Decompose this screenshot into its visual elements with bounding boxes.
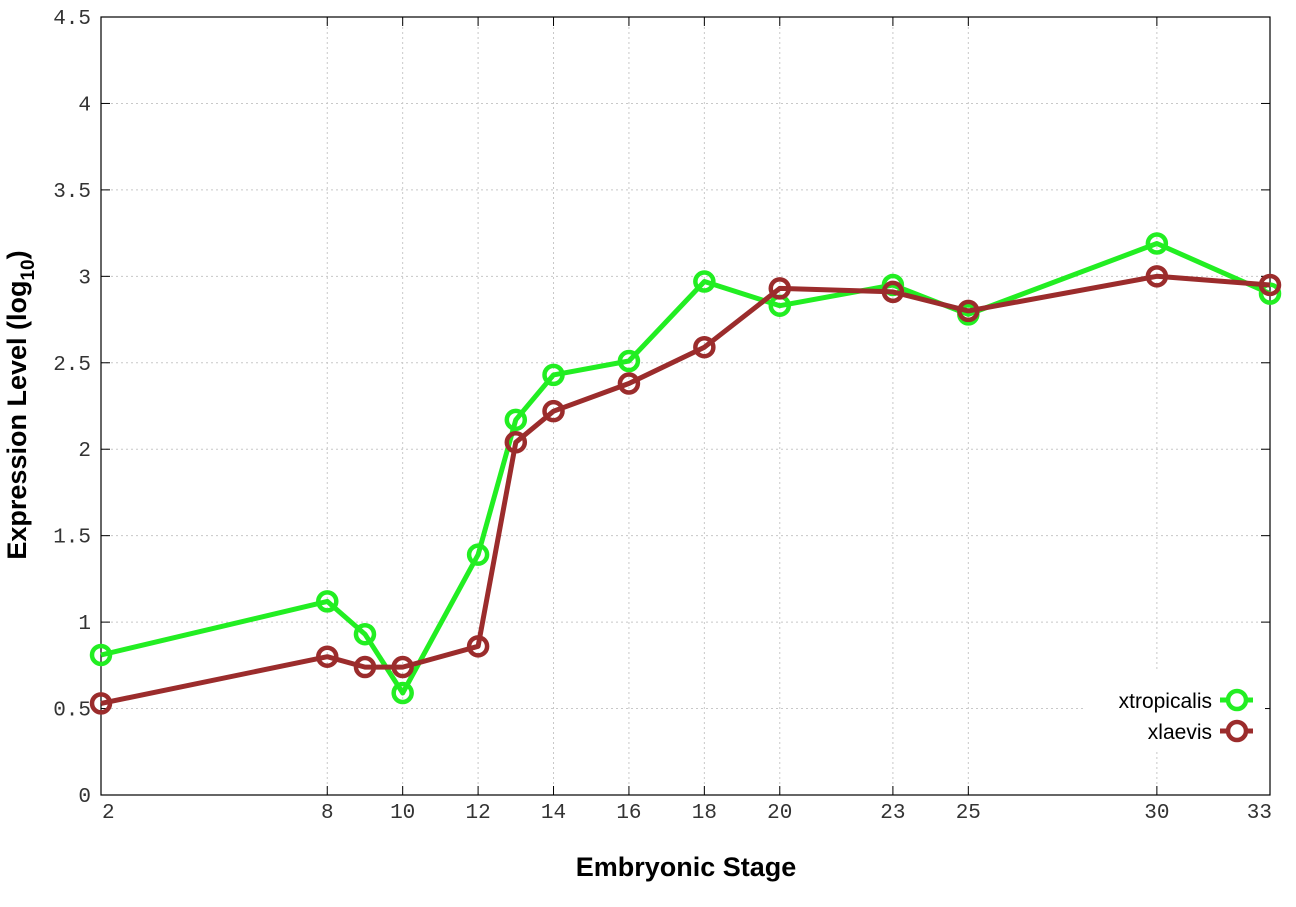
data-point-xlaevis — [768, 277, 792, 300]
series-line-xlaevis — [100, 273, 1271, 706]
data-point-xlaevis — [617, 372, 641, 395]
data-point-xlaevis — [466, 635, 490, 658]
data-point-xtropicalis — [316, 590, 339, 613]
data-point-xlaevis — [316, 645, 339, 668]
data-point-xtropicalis — [466, 543, 490, 566]
data-point-xtropicalis — [617, 349, 641, 373]
x-tick-label: 16 — [616, 802, 641, 825]
y-tick-label: 3.5 — [53, 181, 91, 204]
y-tick-label: 4 — [78, 94, 91, 117]
data-point-xlaevis — [881, 280, 905, 304]
x-tick-label: 20 — [767, 802, 792, 825]
series-xlaevis — [89, 265, 1282, 715]
y-axis-title: Expression Level (log10) — [2, 250, 39, 559]
series-layer — [89, 232, 1282, 715]
data-point-xlaevis — [957, 299, 980, 323]
data-point-xtropicalis — [391, 681, 414, 705]
x-tick-label: 33 — [1247, 802, 1272, 825]
x-tick-label: 25 — [956, 802, 981, 825]
data-point-xtropicalis — [353, 622, 377, 646]
data-point-xtropicalis — [693, 270, 716, 293]
x-axis-title: Embryonic Stage — [576, 852, 797, 882]
data-point-xtropicalis — [504, 408, 528, 432]
x-tick-label: 10 — [390, 802, 415, 825]
y-tick-label: 1 — [78, 613, 91, 636]
data-point-xlaevis — [1258, 273, 1282, 297]
axes: 0 0.5 1 1.5 2 2.5 3 3.5 4 4.5 2 8 10 12 14 16 18 20 23 25 30… — [53, 8, 1272, 825]
x-tick-label: 2 — [102, 802, 115, 825]
y-axis-title-close: ) — [2, 250, 32, 259]
data-point-xlaevis — [353, 655, 377, 679]
x-tick-label: 23 — [880, 802, 905, 825]
legend-label: xtropicalis — [1119, 690, 1212, 713]
x-tick-label: 18 — [692, 802, 717, 825]
data-point-xlaevis — [542, 399, 565, 423]
data-point-xlaevis — [693, 335, 716, 359]
y-tick-label: 2.5 — [53, 354, 91, 377]
data-point-xlaevis — [391, 655, 414, 679]
y-tick-label: 0.5 — [53, 700, 91, 723]
legend: xtropicalis xlaevis — [1085, 672, 1265, 752]
data-point-xlaevis — [1145, 265, 1169, 288]
data-point-xtropicalis — [1145, 232, 1169, 255]
y-axis-title-subscript: 10 — [18, 259, 39, 280]
y-tick-label: 2 — [78, 440, 91, 463]
legend-marker-sample — [1225, 688, 1249, 712]
y-tick-label: 3 — [78, 267, 91, 290]
y-tick-label: 1.5 — [53, 527, 91, 550]
series-line-xtropicalis — [100, 241, 1272, 696]
y-tick-label: 0 — [78, 786, 91, 809]
x-tick-label: 14 — [541, 802, 566, 825]
legend-label: xlaevis — [1148, 721, 1212, 744]
x-tick-label: 8 — [321, 802, 334, 825]
data-point-xlaevis — [504, 431, 528, 454]
series-xtropicalis — [89, 232, 1282, 705]
legend-marker-sample — [1225, 719, 1249, 743]
y-tick-label: 4.5 — [53, 8, 91, 31]
data-point-xlaevis — [89, 692, 113, 715]
x-tick-label: 30 — [1144, 802, 1169, 825]
y-axis-title-main: Expression Level (log — [2, 281, 32, 560]
plot-frame — [100, 16, 1271, 796]
data-point-xtropicalis — [89, 643, 113, 667]
data-point-xtropicalis — [542, 363, 565, 387]
x-tick-label: 12 — [465, 802, 490, 825]
